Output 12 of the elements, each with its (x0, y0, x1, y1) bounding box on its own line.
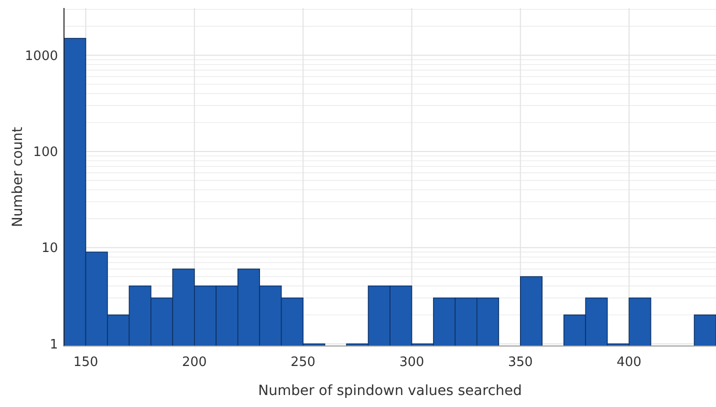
y-tick-label: 1000 (24, 48, 58, 64)
y-tick-label: 100 (33, 145, 58, 160)
x-tick-label: 150 (73, 355, 98, 370)
x-tick-label: 300 (399, 355, 424, 370)
y-tick-label: 10 (41, 241, 58, 256)
y-tick-label: 1 (50, 337, 58, 352)
x-tick-label: 400 (616, 355, 642, 370)
x-tick-label: 200 (182, 355, 207, 370)
x-axis-title: Number of spindown values searched (258, 383, 522, 399)
x-tick-label: 250 (290, 355, 316, 370)
x-tick-label: 350 (508, 355, 533, 370)
y-axis-title: Number count (10, 126, 26, 228)
